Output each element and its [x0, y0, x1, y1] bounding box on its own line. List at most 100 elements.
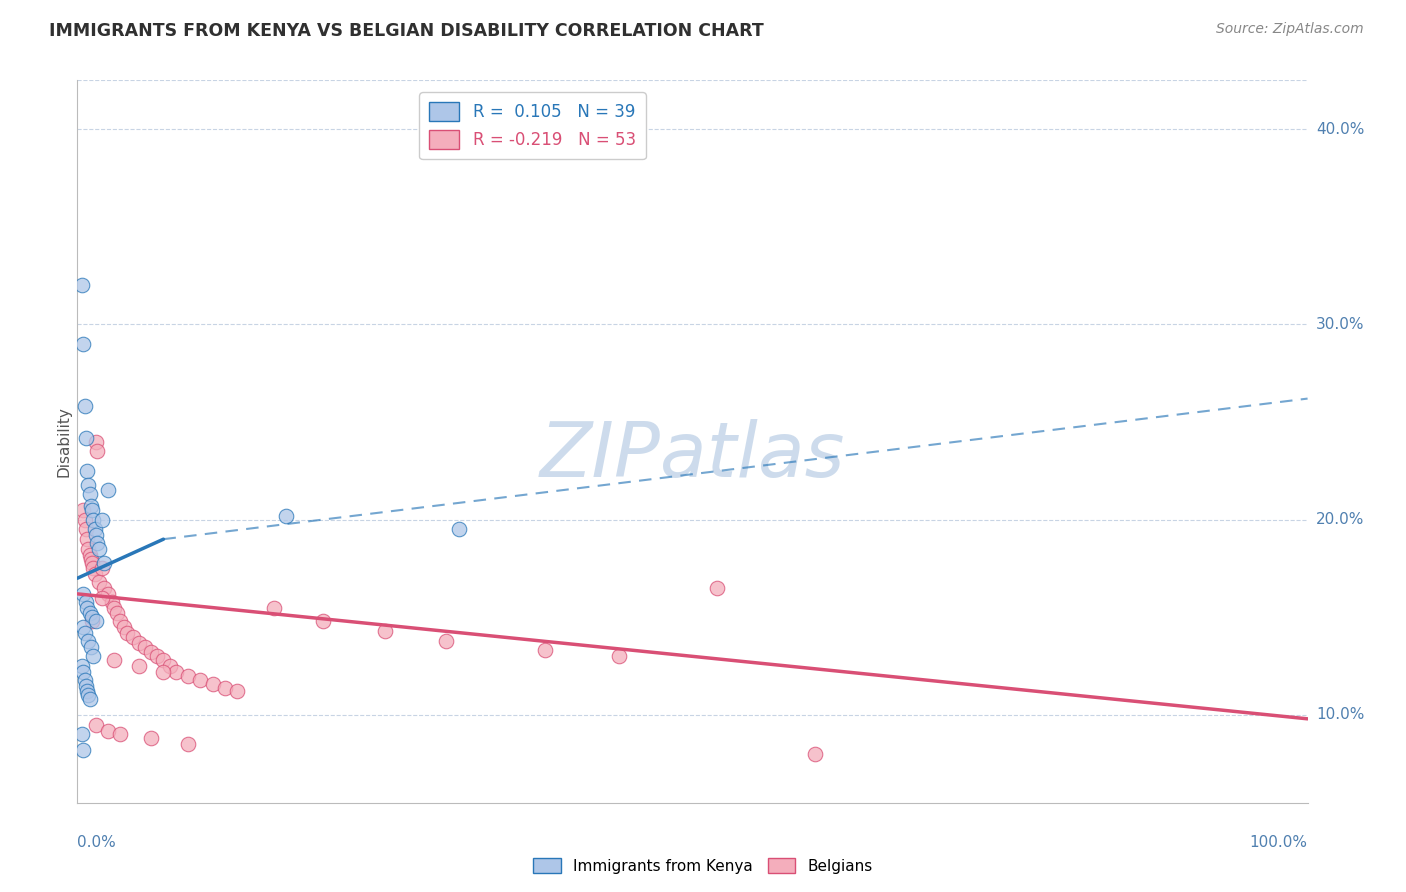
- Text: 30.0%: 30.0%: [1316, 317, 1364, 332]
- Point: [76, 532, 98, 546]
- Point: [73, 400, 96, 414]
- Point: [72, 587, 94, 601]
- Point: [82, 614, 104, 628]
- Point: [112, 620, 135, 634]
- Point: [97, 723, 120, 738]
- Point: [276, 508, 298, 523]
- Point: [121, 630, 143, 644]
- Point: [80, 551, 103, 566]
- Point: [73, 626, 96, 640]
- Point: [706, 581, 728, 595]
- Point: [86, 536, 108, 550]
- Point: [105, 607, 128, 621]
- Point: [159, 659, 181, 673]
- Point: [146, 649, 169, 664]
- Point: [84, 528, 107, 542]
- Point: [263, 600, 285, 615]
- Point: [76, 600, 98, 615]
- Point: [103, 653, 125, 667]
- Point: [93, 556, 115, 570]
- Text: Source: ZipAtlas.com: Source: ZipAtlas.com: [1216, 22, 1364, 37]
- Point: [128, 659, 150, 673]
- Point: [83, 567, 105, 582]
- Point: [79, 487, 101, 501]
- Point: [79, 607, 101, 621]
- Point: [75, 595, 97, 609]
- Point: [80, 499, 103, 513]
- Point: [97, 483, 120, 498]
- Point: [76, 684, 98, 698]
- Point: [110, 614, 132, 628]
- Point: [72, 620, 94, 634]
- Point: [83, 523, 105, 537]
- Point: [89, 541, 111, 556]
- Point: [82, 610, 104, 624]
- Point: [141, 645, 163, 659]
- Point: [89, 575, 111, 590]
- Point: [70, 659, 93, 673]
- Point: [82, 561, 104, 575]
- Point: [93, 581, 115, 595]
- Point: [70, 727, 93, 741]
- Legend: Immigrants from Kenya, Belgians: Immigrants from Kenya, Belgians: [527, 852, 879, 880]
- Point: [82, 513, 104, 527]
- Point: [110, 727, 132, 741]
- Point: [201, 676, 224, 690]
- Point: [188, 673, 212, 687]
- Point: [141, 731, 163, 746]
- Point: [101, 595, 124, 609]
- Point: [177, 737, 200, 751]
- Point: [134, 640, 156, 654]
- Point: [72, 503, 94, 517]
- Point: [84, 434, 107, 449]
- Text: 40.0%: 40.0%: [1316, 121, 1364, 136]
- Point: [70, 278, 93, 293]
- Point: [86, 444, 108, 458]
- Point: [77, 477, 100, 491]
- Text: 10.0%: 10.0%: [1316, 707, 1364, 723]
- Point: [152, 665, 174, 679]
- Point: [72, 337, 94, 351]
- Point: [165, 665, 187, 679]
- Point: [177, 669, 200, 683]
- Text: IMMIGRANTS FROM KENYA VS BELGIAN DISABILITY CORRELATION CHART: IMMIGRANTS FROM KENYA VS BELGIAN DISABIL…: [49, 22, 763, 40]
- Point: [82, 503, 104, 517]
- Point: [72, 743, 94, 757]
- Point: [214, 681, 236, 695]
- Point: [607, 649, 630, 664]
- Point: [312, 614, 335, 628]
- Point: [75, 679, 97, 693]
- Point: [82, 649, 104, 664]
- Text: ZIPatlas: ZIPatlas: [540, 419, 845, 493]
- Point: [436, 633, 458, 648]
- Legend: R =  0.105   N = 39, R = -0.219   N = 53: R = 0.105 N = 39, R = -0.219 N = 53: [419, 92, 645, 159]
- Point: [97, 587, 120, 601]
- Point: [82, 556, 104, 570]
- Point: [77, 689, 100, 703]
- Point: [534, 643, 557, 657]
- Point: [804, 747, 827, 761]
- Point: [77, 633, 100, 648]
- Point: [90, 513, 114, 527]
- Point: [84, 614, 107, 628]
- Point: [226, 684, 249, 698]
- Point: [374, 624, 396, 638]
- Text: 100.0%: 100.0%: [1250, 835, 1308, 850]
- Point: [128, 635, 150, 649]
- Point: [80, 640, 103, 654]
- Point: [79, 548, 101, 562]
- Text: 20.0%: 20.0%: [1316, 512, 1364, 527]
- Point: [77, 541, 100, 556]
- Point: [152, 653, 174, 667]
- Point: [75, 523, 97, 537]
- Point: [447, 523, 470, 537]
- Point: [72, 665, 94, 679]
- Point: [103, 600, 125, 615]
- Text: 0.0%: 0.0%: [77, 835, 117, 850]
- Point: [79, 692, 101, 706]
- Point: [90, 591, 114, 605]
- Point: [90, 561, 114, 575]
- Point: [73, 513, 96, 527]
- Y-axis label: Disability: Disability: [56, 406, 72, 477]
- Point: [76, 464, 98, 478]
